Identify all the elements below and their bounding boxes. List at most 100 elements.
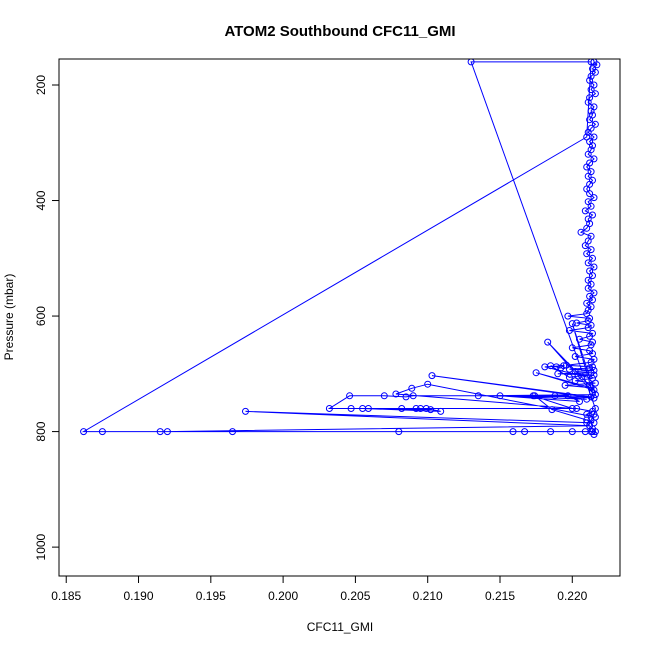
data-point bbox=[581, 207, 589, 215]
data-point bbox=[422, 405, 430, 412]
data-point bbox=[584, 215, 592, 223]
data-point bbox=[409, 392, 417, 400]
data-point bbox=[587, 59, 595, 66]
data-point bbox=[565, 373, 573, 381]
chart-title: ATOM2 Southbound CFC11_GMI bbox=[224, 23, 455, 40]
data-point bbox=[552, 363, 560, 371]
data-point bbox=[509, 428, 517, 436]
data-point bbox=[428, 372, 436, 380]
data-point bbox=[590, 263, 598, 271]
data-point bbox=[584, 150, 592, 158]
data-point bbox=[586, 76, 594, 84]
data-point bbox=[565, 365, 573, 373]
x-tick-label: 0.210 bbox=[413, 589, 443, 603]
y-axis-label: Pressure (mbar) bbox=[2, 274, 16, 361]
data-point bbox=[568, 344, 576, 352]
data-point bbox=[591, 120, 599, 128]
data-point bbox=[584, 284, 592, 292]
data-point bbox=[591, 68, 599, 76]
data-point bbox=[593, 61, 601, 69]
data-point bbox=[568, 405, 576, 412]
data-point bbox=[584, 172, 592, 180]
y-tick-label: 200 bbox=[34, 75, 48, 95]
data-point bbox=[589, 211, 596, 219]
data-point bbox=[584, 259, 592, 267]
series-line bbox=[81, 61, 598, 435]
y-tick-label: 800 bbox=[34, 421, 48, 441]
data-point bbox=[346, 392, 354, 400]
data-point bbox=[584, 98, 592, 106]
data-point bbox=[541, 363, 549, 371]
data-point bbox=[496, 392, 504, 400]
data-point bbox=[347, 405, 355, 412]
data-point bbox=[590, 431, 598, 438]
x-tick-label: 0.185 bbox=[51, 589, 81, 603]
data-point bbox=[551, 392, 559, 400]
data-point bbox=[242, 407, 249, 415]
data-point bbox=[583, 395, 591, 403]
data-point bbox=[587, 72, 595, 80]
data-point bbox=[561, 381, 569, 389]
data-point bbox=[583, 224, 591, 232]
data-point bbox=[229, 428, 236, 436]
x-tick-label: 0.215 bbox=[485, 589, 515, 603]
data-point bbox=[584, 306, 592, 314]
data-point bbox=[98, 428, 106, 436]
y-axis: 200 400 600 800 1000 bbox=[34, 75, 60, 560]
data-point bbox=[474, 392, 482, 400]
data-point bbox=[586, 190, 594, 198]
data-point bbox=[325, 405, 333, 412]
data-point bbox=[163, 428, 171, 436]
x-axis-label: CFC11_GMI bbox=[307, 620, 373, 634]
data-point bbox=[583, 250, 591, 258]
data-point bbox=[590, 371, 598, 379]
x-tick-label: 0.190 bbox=[124, 589, 154, 603]
data-point bbox=[156, 428, 164, 436]
data-point bbox=[583, 133, 591, 141]
data-point bbox=[586, 116, 594, 124]
data-point bbox=[589, 142, 596, 150]
data-point bbox=[427, 406, 435, 414]
data-point bbox=[590, 410, 598, 418]
data-point bbox=[437, 407, 445, 415]
x-axis: 0.185 0.190 0.195 0.200 0.205 0.210 0.215 0.220 bbox=[51, 575, 588, 603]
data-point bbox=[424, 380, 432, 388]
data-point bbox=[589, 296, 596, 304]
y-tick-label: 400 bbox=[34, 190, 48, 210]
data-point bbox=[590, 194, 598, 202]
data-point bbox=[564, 312, 572, 320]
data-point bbox=[80, 428, 88, 436]
data-point bbox=[576, 398, 583, 405]
data-point bbox=[573, 319, 581, 327]
data-point bbox=[584, 128, 592, 136]
x-tick-label: 0.200 bbox=[268, 589, 298, 603]
data-point bbox=[467, 59, 475, 66]
x-tick-label: 0.220 bbox=[557, 589, 587, 603]
data-point bbox=[586, 94, 594, 102]
data-point bbox=[589, 254, 596, 262]
data-point bbox=[583, 163, 591, 171]
data-point bbox=[590, 289, 598, 297]
data-point bbox=[568, 428, 576, 436]
data-point bbox=[564, 392, 572, 400]
data-point bbox=[548, 406, 556, 414]
data-point bbox=[583, 416, 591, 424]
data-point bbox=[576, 335, 583, 343]
data-point bbox=[587, 86, 595, 94]
y-tick-label: 1000 bbox=[34, 533, 48, 560]
data-point bbox=[568, 320, 576, 328]
data-point bbox=[586, 332, 594, 340]
data-point bbox=[591, 379, 599, 387]
data-point bbox=[402, 393, 410, 401]
data-point bbox=[521, 428, 529, 436]
data-point bbox=[560, 362, 568, 370]
data-point bbox=[581, 242, 589, 250]
data-point bbox=[590, 155, 598, 163]
x-tick-label: 0.205 bbox=[340, 589, 370, 603]
data-point bbox=[573, 405, 581, 412]
data-point bbox=[408, 384, 416, 392]
data-point bbox=[590, 394, 598, 402]
data-point bbox=[590, 133, 598, 141]
